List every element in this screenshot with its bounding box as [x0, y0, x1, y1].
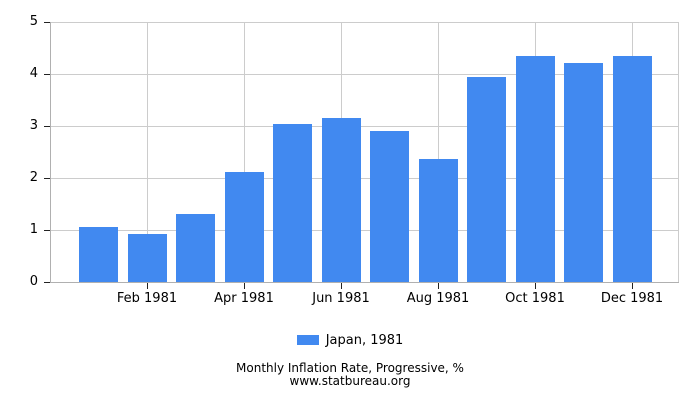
- x-axis-tick: [147, 283, 148, 289]
- bar: [370, 131, 409, 282]
- chart-title: Monthly Inflation Rate, Progressive, %: [236, 361, 464, 375]
- x-axis-label: Dec 1981: [600, 291, 664, 306]
- chart-source-url: www.statbureau.org: [289, 374, 411, 388]
- x-axis-label: Feb 1981: [116, 291, 178, 306]
- bar: [273, 123, 312, 282]
- y-axis-label: 3: [29, 118, 38, 133]
- y-axis-label: 5: [29, 14, 38, 29]
- y-axis-tick: [44, 282, 50, 283]
- bar: [564, 63, 603, 282]
- gridline-vertical: [244, 22, 245, 282]
- gridline-vertical: [147, 22, 148, 282]
- y-axis-tick: [44, 22, 50, 23]
- legend-label: Japan, 1981: [325, 332, 404, 348]
- y-axis-tick: [44, 74, 50, 75]
- bar: [79, 226, 118, 282]
- x-axis-tick: [535, 283, 536, 289]
- x-axis-label: Apr 1981: [214, 291, 274, 306]
- gridline-horizontal: [50, 74, 678, 75]
- gridline-horizontal: [50, 178, 678, 179]
- x-axis-label: Oct 1981: [505, 291, 565, 306]
- chart-caption: Monthly Inflation Rate, Progressive, % w…: [0, 362, 700, 388]
- plot-right-border: [678, 22, 679, 282]
- bar: [127, 234, 167, 282]
- gridline-horizontal: [50, 126, 678, 127]
- bar: [418, 159, 458, 282]
- y-axis-tick: [44, 126, 50, 127]
- x-axis-tick: [244, 283, 245, 289]
- y-axis-line: [50, 22, 51, 283]
- legend: Japan, 1981: [0, 332, 700, 348]
- x-axis-label: Jun 1981: [312, 291, 370, 306]
- bar: [467, 76, 506, 282]
- bar: [612, 55, 652, 282]
- gridline-horizontal: [50, 22, 678, 23]
- gridline-horizontal: [50, 230, 678, 231]
- x-axis-label: Aug 1981: [406, 291, 470, 306]
- y-axis-tick: [44, 178, 50, 179]
- y-axis-label: 2: [29, 170, 38, 185]
- y-axis-label: 1: [29, 222, 38, 237]
- bar: [224, 172, 264, 282]
- x-axis-tick: [438, 283, 439, 289]
- bar: [176, 214, 215, 282]
- x-axis-line: [50, 282, 679, 283]
- y-axis-label: 0: [29, 274, 38, 289]
- x-axis-tick: [632, 283, 633, 289]
- bar: [321, 118, 361, 282]
- y-axis-tick: [44, 230, 50, 231]
- x-axis-tick: [341, 283, 342, 289]
- legend-swatch-icon: [296, 335, 319, 345]
- y-axis-label: 4: [29, 66, 38, 81]
- bar: [515, 55, 555, 282]
- gridline-vertical: [438, 22, 439, 282]
